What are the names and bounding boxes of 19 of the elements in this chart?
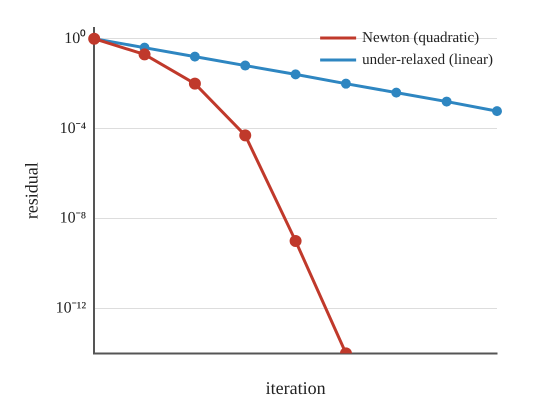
y-tick-label: 10⁻¹²: [56, 300, 86, 317]
y-tick-label: 10⁻⁸: [60, 210, 86, 227]
legend-label: under-relaxed (linear): [362, 52, 494, 68]
point: [340, 78, 351, 89]
x-axis-title: iteration: [266, 378, 326, 398]
y-tick-label: 10⁰: [64, 28, 86, 47]
point: [391, 88, 402, 98]
point: [138, 48, 151, 60]
point: [492, 106, 502, 116]
point: [290, 69, 301, 80]
point: [290, 235, 302, 248]
legend-label: Newton (quadratic): [362, 30, 480, 46]
point: [239, 129, 252, 142]
y-tick-label: 10⁻⁴: [60, 120, 87, 137]
point: [240, 60, 250, 71]
point: [442, 96, 452, 107]
point: [188, 78, 201, 90]
point: [190, 52, 200, 62]
y-axis-title: residual: [22, 162, 42, 220]
